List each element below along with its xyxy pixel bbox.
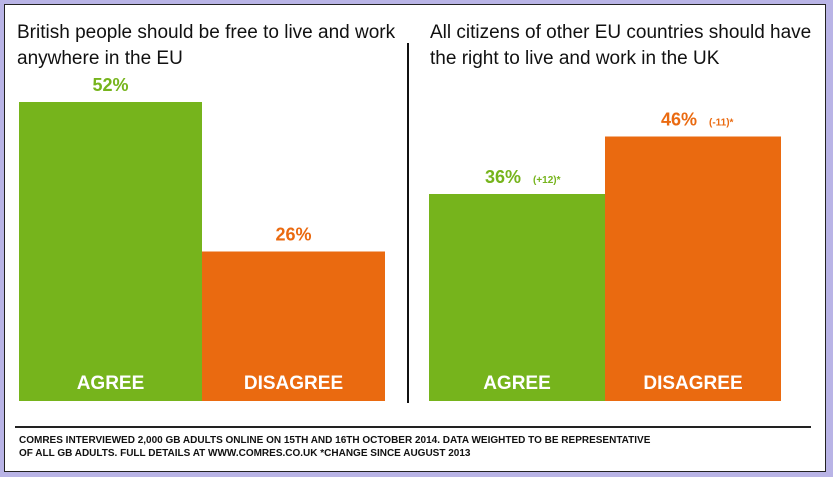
- right-bar-disagree: [605, 136, 781, 401]
- left-chart-title: British people should be free to live an…: [17, 22, 396, 69]
- footnote-line-1: COMRES INTERVIEWED 2,000 GB ADULTS ONLIN…: [19, 435, 651, 446]
- footnote: COMRES INTERVIEWED 2,000 GB ADULTS ONLIN…: [19, 434, 650, 460]
- right-category-label-agree: AGREE: [483, 373, 551, 394]
- left-category-label-agree: AGREE: [77, 373, 145, 394]
- left-bar-disagree: [202, 251, 385, 401]
- left-bar-agree: [19, 102, 202, 401]
- left-value-label-disagree: 26%: [275, 225, 311, 245]
- footnote-divider: [15, 426, 811, 428]
- right-chart-title: All citizens of other EU countries shoul…: [430, 22, 812, 69]
- bar-charts: AGREE 52% DISAGREE 26% AGREE 36% (+12)* DISAGRE…: [19, 75, 781, 401]
- right-change-label-disagree: (-11)*: [709, 118, 734, 129]
- right-change-label-agree: (+12)*: [533, 175, 561, 186]
- right-bar-agree: [429, 194, 605, 401]
- left-value-label-agree: 52%: [92, 75, 128, 95]
- left-category-label-disagree: DISAGREE: [244, 373, 343, 394]
- right-value-label-disagree: 46%: [661, 110, 697, 130]
- right-category-label-disagree: DISAGREE: [643, 373, 742, 394]
- footnote-line-2: OF ALL GB ADULTS. FULL DETAILS AT WWW.CO…: [19, 448, 471, 459]
- chart-frame: British people should be free to live an…: [4, 4, 826, 472]
- panel-divider: [407, 43, 409, 403]
- right-value-label-agree: 36%: [485, 167, 521, 187]
